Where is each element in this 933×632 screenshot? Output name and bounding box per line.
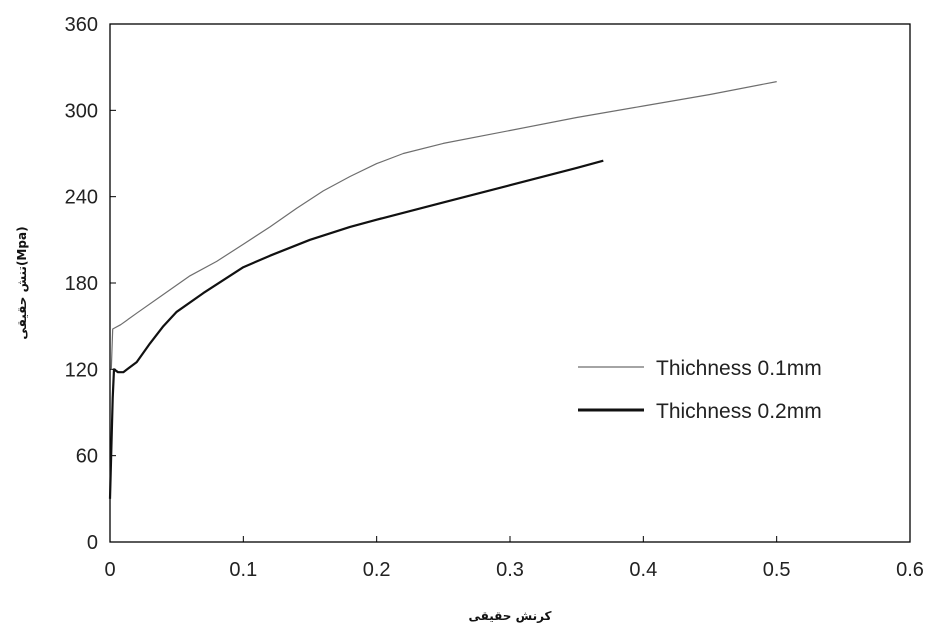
y-tick-label: 300 xyxy=(65,100,98,122)
y-tick-label: 60 xyxy=(76,446,98,468)
x-tick-label: 0.3 xyxy=(496,559,524,581)
x-tick-label: 0.2 xyxy=(363,559,391,581)
series-lines xyxy=(108,81,777,499)
legend-label-0.2mm: Thichness 0.2mm xyxy=(656,400,822,423)
legend: Thichness 0.1mm Thichness 0.2mm xyxy=(578,357,822,423)
y-axis-title: تنش حقیقی(Mpa) xyxy=(15,226,29,339)
x-tick-label: 0.4 xyxy=(629,559,657,581)
y-tick-label: 360 xyxy=(65,14,98,36)
x-axis-title: کرنش حقیقی xyxy=(468,609,551,623)
series-line-0 xyxy=(110,81,777,370)
y-axis-ticks: 0 60 120 180 240 300 360 xyxy=(65,14,116,554)
y-tick-label: 120 xyxy=(65,359,98,381)
x-tick-label: 0.1 xyxy=(229,559,257,581)
legend-label-0.1mm: Thichness 0.1mm xyxy=(656,357,822,380)
x-tick-label: 0.5 xyxy=(763,559,791,581)
plot-area xyxy=(109,23,911,543)
x-axis-ticks: 0 0.1 0.2 0.3 0.4 0.5 0.6 xyxy=(104,536,924,581)
x-tick-label: 0.6 xyxy=(896,559,924,581)
y-tick-label: 240 xyxy=(65,187,98,209)
x-tick-label: 0 xyxy=(104,559,115,581)
y-tick-label: 180 xyxy=(65,273,98,295)
series-line-1 xyxy=(108,159,604,499)
y-tick-label: 0 xyxy=(87,532,98,554)
